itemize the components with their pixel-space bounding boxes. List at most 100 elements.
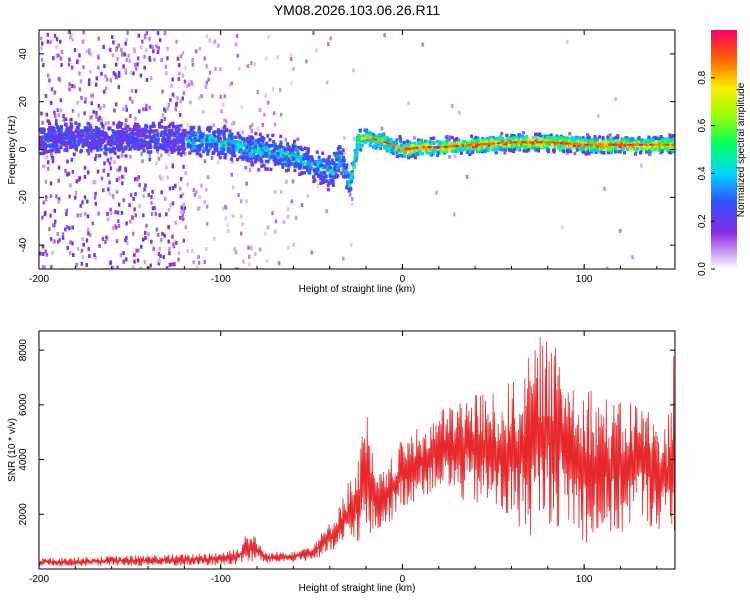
spectrogram-cell — [653, 147, 657, 152]
spectrogram-cell — [326, 157, 330, 162]
spectrogram-cell — [81, 131, 85, 135]
spectrogram-cell — [78, 53, 81, 58]
spectrogram-cell — [163, 107, 166, 112]
spectrogram-cell — [320, 179, 324, 183]
spectrogram-cell — [108, 191, 111, 196]
colorbar-tick-label: 0.2 — [697, 214, 708, 228]
spectrogram-cell — [89, 233, 92, 238]
spectrogram-ridge-cell — [612, 143, 615, 146]
spectrogram-cell — [145, 223, 148, 228]
spectrogram-cell — [111, 146, 115, 150]
spectrogram-cell — [57, 199, 61, 204]
spectrogram-cell — [399, 139, 403, 143]
spectrogram-cell — [305, 59, 308, 64]
spectrogram-cell — [453, 138, 457, 142]
spectrogram-cell — [505, 144, 509, 148]
spectrogram-cell — [124, 104, 128, 109]
spectrogram-cell — [471, 137, 475, 142]
spectrogram-cell — [231, 159, 234, 164]
spectrogram-ridge-cell — [614, 143, 618, 146]
spectrogram-cell — [555, 138, 559, 142]
spectrogram-cell — [138, 183, 141, 188]
spectrogram-cell — [372, 144, 376, 148]
spectrogram-cell — [350, 179, 354, 184]
spectrogram-cell — [92, 128, 96, 133]
spectrogram-cell — [170, 83, 173, 88]
spectrogram-cell — [300, 170, 304, 175]
spectrogram-cell — [600, 147, 604, 151]
spectrogram-cell — [210, 136, 214, 140]
spectrogram-cell — [128, 154, 132, 159]
spectrogram-cell — [72, 137, 76, 142]
spectrogram-cell — [519, 141, 523, 146]
spectrogram-cell — [254, 155, 258, 159]
spectrogram-cell — [476, 147, 480, 152]
spectrogram-cell — [44, 135, 48, 140]
spectrogram-cell — [259, 145, 263, 150]
spectrogram-cell — [302, 171, 306, 175]
spectrogram-cell — [290, 199, 294, 204]
spectrogram-cell — [335, 157, 339, 162]
spectrogram-cell — [595, 137, 599, 142]
chart-title: YM08.2026.103.06.26.R11 — [274, 2, 441, 18]
spectrogram-cell — [135, 248, 138, 253]
spectrogram-cell — [83, 128, 87, 133]
spectrogram-cell — [167, 102, 171, 107]
spectrogram-cell — [93, 195, 97, 200]
spectrogram-cell — [515, 143, 519, 148]
spectrogram-cell — [313, 178, 317, 182]
spectrogram-cell — [205, 204, 209, 209]
spectrogram-cell — [73, 138, 77, 143]
spectrogram-cell — [154, 211, 158, 216]
spectrogram-cell — [197, 255, 200, 260]
spectrogram-cell — [494, 150, 498, 155]
spectrogram-cell — [451, 149, 455, 153]
spectrogram-cell — [95, 110, 98, 115]
spectrogram-cell — [191, 58, 194, 63]
spectrogram-cell — [245, 145, 249, 149]
spectrogram-cell — [354, 158, 358, 163]
spectrogram-cell — [69, 183, 72, 188]
spectrogram-cell — [49, 138, 53, 142]
spectrogram-cell — [228, 136, 231, 141]
spectrogram-cell — [234, 267, 237, 269]
spectrogram-cell — [618, 144, 622, 149]
spectrogram-cell — [342, 168, 346, 173]
spectrogram-cell — [138, 145, 142, 150]
spectrogram-ridge-cell — [381, 140, 384, 143]
spectrogram-cell — [631, 255, 634, 260]
spectrogram-cell — [249, 139, 253, 144]
spectrogram-cell — [57, 132, 61, 136]
spectrogram-cell — [257, 147, 261, 151]
spectrogram-ridge-cell — [608, 143, 611, 146]
spectrogram-cell — [53, 130, 57, 134]
spectrogram-cell — [115, 189, 119, 194]
spectrogram-cell — [55, 194, 58, 199]
spectrogram-ridge-cell — [444, 145, 448, 148]
spectrogram-cell — [238, 142, 242, 146]
spectrogram-cell — [104, 144, 108, 148]
spectrogram-cell — [141, 144, 145, 149]
spectrogram-cell — [95, 139, 99, 144]
spectrogram-cell — [650, 145, 654, 149]
spectrogram-cell — [146, 150, 150, 154]
spectrogram-cell — [166, 137, 170, 142]
spectrogram-cell — [123, 52, 127, 57]
spectrogram-ridge-cell — [653, 143, 657, 146]
spectrogram-cell — [189, 144, 193, 149]
spectrogram-cell — [57, 165, 61, 170]
spectrogram-cell — [226, 149, 230, 153]
spectrogram-cell — [139, 142, 143, 146]
spectrogram-ridge-cell — [459, 144, 463, 147]
spectrogram-cell — [53, 33, 57, 38]
spectrogram-cell — [346, 175, 350, 179]
spectrogram-cell — [323, 171, 327, 175]
spectrogram-ridge-cell — [588, 143, 592, 146]
spectrogram-cell — [342, 155, 346, 160]
spectrogram-cell — [269, 155, 273, 159]
spectrogram-cell — [631, 137, 635, 142]
spectrogram-cell — [39, 151, 43, 156]
spectrogram-cell — [179, 215, 182, 220]
spectrogram-cell — [58, 139, 62, 144]
